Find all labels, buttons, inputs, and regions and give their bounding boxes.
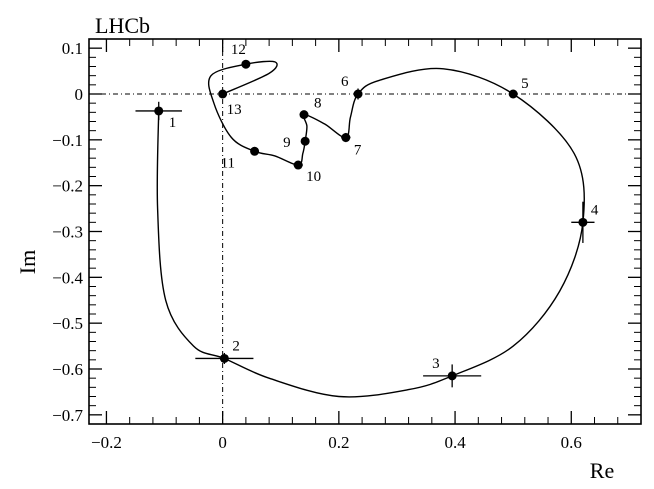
point-label: 5 [521,76,529,92]
data-point-10: 10 [293,160,321,185]
trajectory-line [156,60,585,398]
y-tick-label: −0.4 [52,268,83,287]
chart-title: LHCb [95,13,150,38]
data-point-12: 12 [231,42,251,69]
data-point-1: 1 [135,101,182,131]
y-axis-label: Im [15,250,40,274]
x-tick-label: 0.6 [561,433,582,452]
point-marker [299,110,309,120]
point-label: 4 [591,202,599,218]
point-label: 3 [432,356,440,372]
data-point-9: 9 [283,135,310,151]
y-tick-label: −0.1 [52,131,83,150]
point-marker [341,133,351,143]
y-tick-label: −0.6 [52,360,83,379]
point-marker [353,89,363,99]
reference-lines [89,39,641,424]
data-point-5: 5 [508,76,529,99]
y-tick-label: 0.1 [62,39,83,58]
point-marker [241,59,251,69]
point-marker [293,160,303,170]
axis-ticks: −0.2 0 0.2 0.4 0.6 0.1 0 −0.1 −0.2 −0.3 −0.4 −0.5 −0… [52,38,642,452]
y-tick-label: 0 [75,85,84,104]
point-label: 11 [221,155,235,171]
point-label: 8 [314,96,322,112]
point-label: 13 [227,102,242,118]
x-tick-label: 0.2 [328,433,349,452]
point-marker [218,89,228,99]
data-point-3: 3 [423,356,482,388]
point-marker [154,106,164,116]
data-point-8: 8 [299,96,321,120]
plot-frame [88,38,642,425]
data-point-6: 6 [341,74,363,100]
point-marker [250,146,260,156]
x-axis-label: Re [590,458,614,483]
x-tick-label: −0.2 [91,433,122,452]
point-label: 6 [341,74,349,90]
data-point-4: 4 [571,201,599,243]
point-marker [578,217,588,227]
y-tick-label: −0.5 [52,314,83,333]
y-tick-label: −0.3 [52,223,83,242]
point-label: 12 [231,42,246,58]
point-label: 7 [354,143,362,159]
data-point-7: 7 [341,132,362,159]
point-marker [219,353,229,363]
x-tick-label: 0.4 [444,433,466,452]
data-point-11: 11 [221,146,260,171]
point-marker [300,136,310,146]
data-point-2: 2 [195,338,254,364]
trajectory-curve [156,60,585,398]
x-tick-label: 0 [218,433,227,452]
point-marker [508,89,518,99]
point-marker [447,371,457,381]
data-point-13: 13 [218,89,242,118]
y-tick-label: −0.7 [52,406,83,425]
point-label: 2 [232,338,240,354]
point-label: 10 [306,169,321,185]
point-label: 1 [169,115,177,131]
y-tick-label: −0.2 [52,177,83,196]
point-label: 9 [283,135,291,151]
